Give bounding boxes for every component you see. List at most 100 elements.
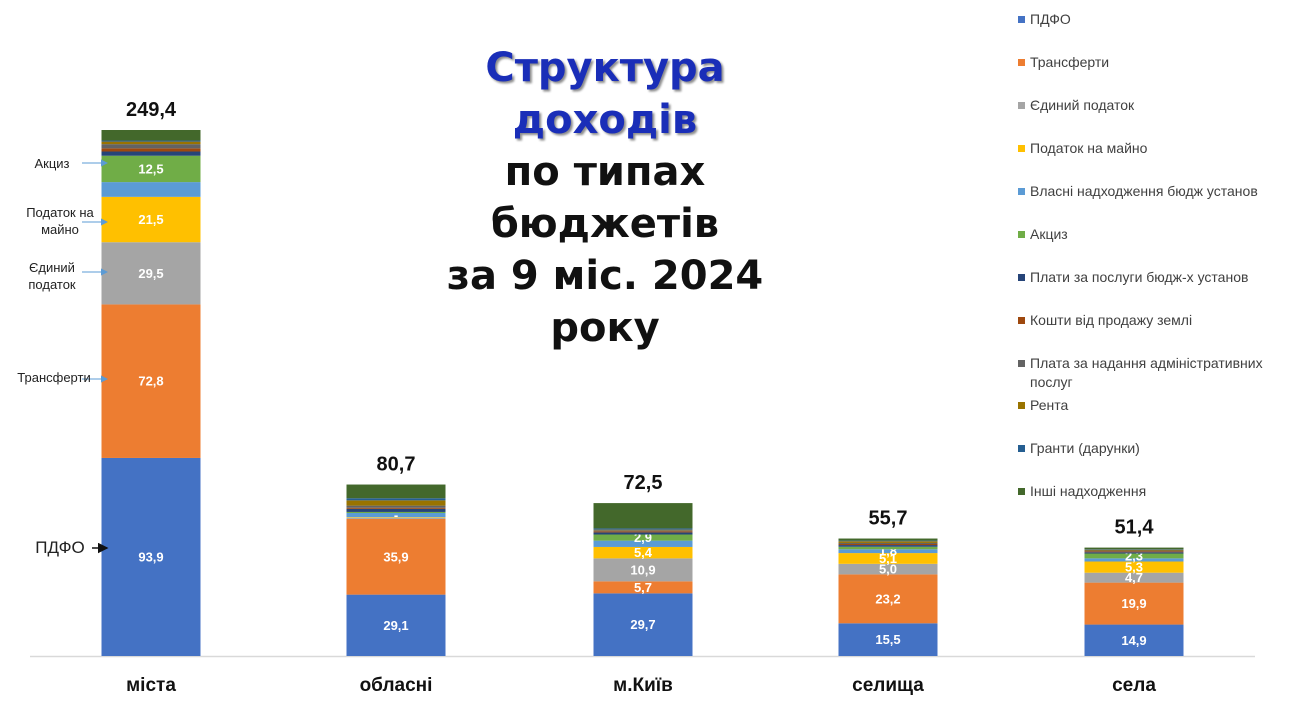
bar-segment <box>346 500 446 506</box>
data-label: 15,5 <box>875 632 900 647</box>
data-label: 72,8 <box>138 374 163 389</box>
legend-swatch <box>1018 360 1025 367</box>
legend-swatch <box>1018 274 1025 281</box>
bar-segment <box>346 594 446 656</box>
bar-segment <box>1084 550 1184 552</box>
data-label: 5,4 <box>634 545 653 560</box>
bar-segment <box>101 148 201 152</box>
bar-segment <box>101 130 201 141</box>
bar-segment <box>593 581 693 594</box>
bar-segment <box>593 532 693 535</box>
data-label: 10,9 <box>630 562 655 577</box>
bar-segment <box>838 574 938 624</box>
data-label: 21,5 <box>138 212 163 227</box>
bar-segment <box>346 518 446 595</box>
bar-segment <box>1084 549 1184 550</box>
bar-segment <box>1084 624 1184 656</box>
bar-segment <box>101 151 201 156</box>
legend-swatch <box>1018 488 1025 495</box>
data-label: 29,7 <box>630 617 655 632</box>
bar-segment <box>101 140 201 142</box>
bar-segment <box>101 144 201 149</box>
legend-label: Плата за надання адміністративних послуг <box>1030 355 1263 390</box>
annotation-yedynyi-podatok: Єдиний податок <box>28 260 76 292</box>
data-label: 5,7 <box>634 580 652 595</box>
bar-segment <box>346 505 446 508</box>
bar-segment <box>593 529 693 531</box>
bar-segment <box>101 304 201 458</box>
bar-segment <box>346 517 446 518</box>
bar-segment <box>1084 551 1184 553</box>
bar-segment <box>838 623 938 656</box>
data-label: 14,9 <box>1121 633 1146 648</box>
legend-item: Гранти (дарунки) <box>1018 439 1140 458</box>
bar-segment <box>838 545 938 547</box>
chart-title-line-1: Структура доходів <box>485 45 725 143</box>
legend-swatch <box>1018 317 1025 324</box>
chart-title-line-3: за 9 міс. 2024 року <box>446 253 764 351</box>
data-label: 29,5 <box>138 266 163 281</box>
legend-item: Трансферти <box>1018 53 1109 72</box>
legend-swatch <box>1018 102 1025 109</box>
bar-segment <box>593 528 693 530</box>
bar-total-label: 72,5 <box>624 472 663 494</box>
legend-item: Рента <box>1018 396 1068 415</box>
bar-segment <box>838 546 938 550</box>
data-label: 5,0 <box>879 562 897 577</box>
chart-title: Структура доходів по типах бюджетів за 9… <box>400 42 810 354</box>
legend-swatch <box>1018 445 1025 452</box>
bar-segment <box>1084 552 1184 554</box>
bar-segment <box>346 511 446 514</box>
annotation-pdfo: ПДФО <box>35 538 85 557</box>
annotation-podatok-na-maino: Податок на майно <box>26 205 94 237</box>
bar-segment <box>101 182 201 197</box>
data-label: 5,3 <box>1125 560 1143 575</box>
legend-label: Гранти (дарунки) <box>1030 440 1140 456</box>
bar-segment <box>346 508 446 512</box>
data-label: 12,5 <box>138 161 163 176</box>
legend-label: Трансферти <box>1030 54 1110 70</box>
bar-segment <box>101 457 201 656</box>
bar-segment <box>346 507 446 509</box>
legend-item: ПДФО <box>1018 10 1071 29</box>
bar-segment <box>1084 572 1184 583</box>
bar-segment <box>838 542 938 545</box>
data-label: 5,1 <box>879 551 897 566</box>
legend-label: Власні надходження бюдж установ <box>1030 183 1258 199</box>
legend-item: Власні надходження бюдж установ <box>1018 182 1258 201</box>
legend-label: Єдиний податок <box>1030 97 1135 113</box>
bar-segment <box>1084 553 1184 559</box>
bar-segment <box>593 540 693 547</box>
data-label: 4,7 <box>1125 570 1143 585</box>
bar-total-label: 249,4 <box>126 99 177 121</box>
annotation-transferty: Трансферти <box>17 370 91 385</box>
legend-label: ПДФО <box>1030 11 1071 27</box>
bar-segment <box>1084 547 1184 550</box>
data-label: 29,1 <box>383 618 408 633</box>
data-label: 23,2 <box>875 591 900 606</box>
bar-segment <box>593 531 693 533</box>
bar-segment <box>1084 582 1184 625</box>
legend-item: Плата за надання адміністративних послуг <box>1018 354 1298 392</box>
bar-segment <box>593 534 693 541</box>
legend-label: Плати за послуги бюдж-х установ <box>1030 269 1249 285</box>
bar-segment <box>593 530 693 532</box>
bar-segment <box>593 503 693 529</box>
bar-segment <box>1084 558 1184 562</box>
bar-segment <box>101 141 201 145</box>
bar-segment <box>1084 549 1184 551</box>
legend-item: Плати за послуги бюдж-х установ <box>1018 268 1248 287</box>
legend-label: Інші надходження <box>1030 483 1147 499</box>
bar-segment <box>838 553 938 564</box>
category-label: обласні <box>360 675 433 696</box>
bar-total-label: 55,7 <box>869 508 908 530</box>
bar-segment <box>101 155 201 183</box>
legend-swatch <box>1018 402 1025 409</box>
bar-segment <box>593 593 693 656</box>
category-label: міста <box>126 675 176 696</box>
legend-label: Акциз <box>1030 226 1068 242</box>
category-label: м.Київ <box>613 675 673 696</box>
bar-segment <box>838 541 938 543</box>
data-label: 93,9 <box>138 549 163 564</box>
